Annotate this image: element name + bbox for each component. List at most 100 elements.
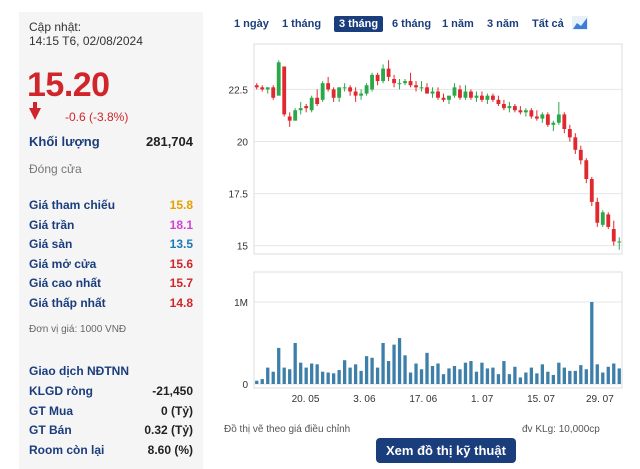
candle-body xyxy=(419,87,424,89)
candle-body xyxy=(304,106,309,109)
volume-bar xyxy=(414,363,418,384)
volume-bar xyxy=(524,372,528,384)
volume-bar xyxy=(469,361,473,384)
volume-bar xyxy=(617,368,621,384)
price-label: Giá thấp nhất xyxy=(29,296,106,310)
tab-3[interactable]: 6 tháng xyxy=(392,18,432,30)
price-tick-label: 15 xyxy=(237,242,249,253)
volume-bar xyxy=(331,373,336,384)
volume-bar xyxy=(271,371,275,384)
candle-body xyxy=(342,87,347,89)
tab-1[interactable]: 1 tháng xyxy=(282,18,322,30)
volume-bar xyxy=(491,367,495,384)
price-label: Giá cao nhất xyxy=(29,276,102,291)
tab-6[interactable]: Tất cả xyxy=(532,18,564,30)
volume-bar xyxy=(546,371,550,384)
candle-body xyxy=(337,87,342,98)
price-label: Giá sàn xyxy=(29,237,73,252)
foreign-value: -21,450 xyxy=(152,384,193,398)
volume-bar xyxy=(337,370,341,384)
candle-body xyxy=(287,116,292,121)
candle-body xyxy=(430,91,435,94)
volume-bar xyxy=(557,362,561,384)
candle-body xyxy=(578,149,583,161)
volume-bar xyxy=(386,361,391,384)
tab-5[interactable]: 3 năm xyxy=(487,18,519,30)
x-tick-label: 3. 06 xyxy=(353,394,376,405)
candle-body xyxy=(595,201,600,223)
price-tick-label: 17.5 xyxy=(229,190,249,201)
candle-body xyxy=(265,87,270,90)
price-tick-label: 20 xyxy=(237,138,249,149)
candle-body xyxy=(276,62,281,96)
volume-bar xyxy=(447,368,451,384)
technical-chart-button[interactable]: Xem đồ thị kỹ thuật xyxy=(376,438,516,463)
candle-body xyxy=(480,95,484,100)
price-value: 15.8 xyxy=(169,198,193,212)
candle-body xyxy=(518,110,523,113)
unit-note: Đơn vị giá: 1000 VNĐ xyxy=(29,324,127,335)
candle-body xyxy=(381,68,385,82)
volume-value: 281,704 xyxy=(146,134,193,149)
tab-0[interactable]: 1 ngày xyxy=(234,18,269,30)
volume-bar xyxy=(408,372,413,384)
candle-body xyxy=(403,81,407,84)
volume-bar xyxy=(601,372,605,384)
volume-bar xyxy=(359,370,363,384)
candle-body xyxy=(408,81,413,86)
volume-plot-area xyxy=(253,271,623,389)
x-tick-label: 15. 07 xyxy=(527,394,555,405)
candle-body xyxy=(331,89,336,98)
foreign-label: GT Bán xyxy=(29,423,72,438)
candle-body xyxy=(600,212,605,225)
candle-body xyxy=(309,97,314,111)
volume-tick-label: 1M xyxy=(234,298,248,309)
volume-bar xyxy=(518,377,523,384)
update-label: Cập nhật: xyxy=(29,20,82,34)
down-arrow-head-icon xyxy=(29,108,41,120)
price-chart: 22.5 20 17.5 15 1M 0 20. 05 3. 06 17. 06 1. 07 15.… xyxy=(229,43,623,405)
volume-bar xyxy=(463,362,468,384)
candle-body xyxy=(254,85,259,88)
candle-body xyxy=(556,114,561,123)
volume-bar xyxy=(288,369,292,384)
foreign-value: 0 (Tỷ) xyxy=(160,403,193,418)
volume-bar xyxy=(579,365,583,384)
x-tick-label: 20. 05 xyxy=(292,394,320,405)
foreign-label: KLGD ròng xyxy=(29,384,93,398)
candle-body xyxy=(271,87,276,98)
volume-bar xyxy=(606,366,610,384)
tab-2[interactable]: 3 tháng xyxy=(334,16,384,32)
tab-4[interactable]: 1 năm xyxy=(442,18,474,30)
volume-bar xyxy=(436,363,440,384)
volume-bar xyxy=(326,372,330,384)
volume-bar xyxy=(513,366,517,384)
candle-body xyxy=(353,91,358,96)
current-price: 15.20 xyxy=(27,66,110,104)
candle-body xyxy=(540,114,545,119)
x-tick-label: 17. 06 xyxy=(409,394,437,405)
volume-bar xyxy=(304,367,308,384)
volume-bar xyxy=(529,367,534,384)
candle-body xyxy=(469,91,473,98)
price-value: 13.5 xyxy=(169,237,193,252)
candle-body xyxy=(611,229,616,242)
volume-bar xyxy=(573,370,577,384)
price-label: Giá trần xyxy=(29,217,75,232)
candle-body xyxy=(562,114,567,129)
candle-body xyxy=(534,116,539,119)
foreign-label: GT Mua xyxy=(29,403,73,418)
candle-body xyxy=(397,83,402,85)
x-tick-label: 1. 07 xyxy=(471,394,494,405)
chart-panel: 1 ngày 1 tháng 3 tháng 6 tháng 1 năm 3 năm Tất… xyxy=(220,12,640,469)
candle-body xyxy=(320,83,325,100)
chart-icon[interactable] xyxy=(572,16,588,30)
candle-body xyxy=(452,87,457,96)
volume-bar xyxy=(496,374,501,384)
candle-body xyxy=(512,106,517,111)
volume-bar xyxy=(310,363,314,384)
quote-panel: Cập nhật: 14:15 T6, 02/08/2024 15.20 -0.… xyxy=(19,12,203,469)
volume-bar xyxy=(535,373,539,384)
candle-body xyxy=(458,89,462,98)
volume-bar xyxy=(452,365,457,384)
